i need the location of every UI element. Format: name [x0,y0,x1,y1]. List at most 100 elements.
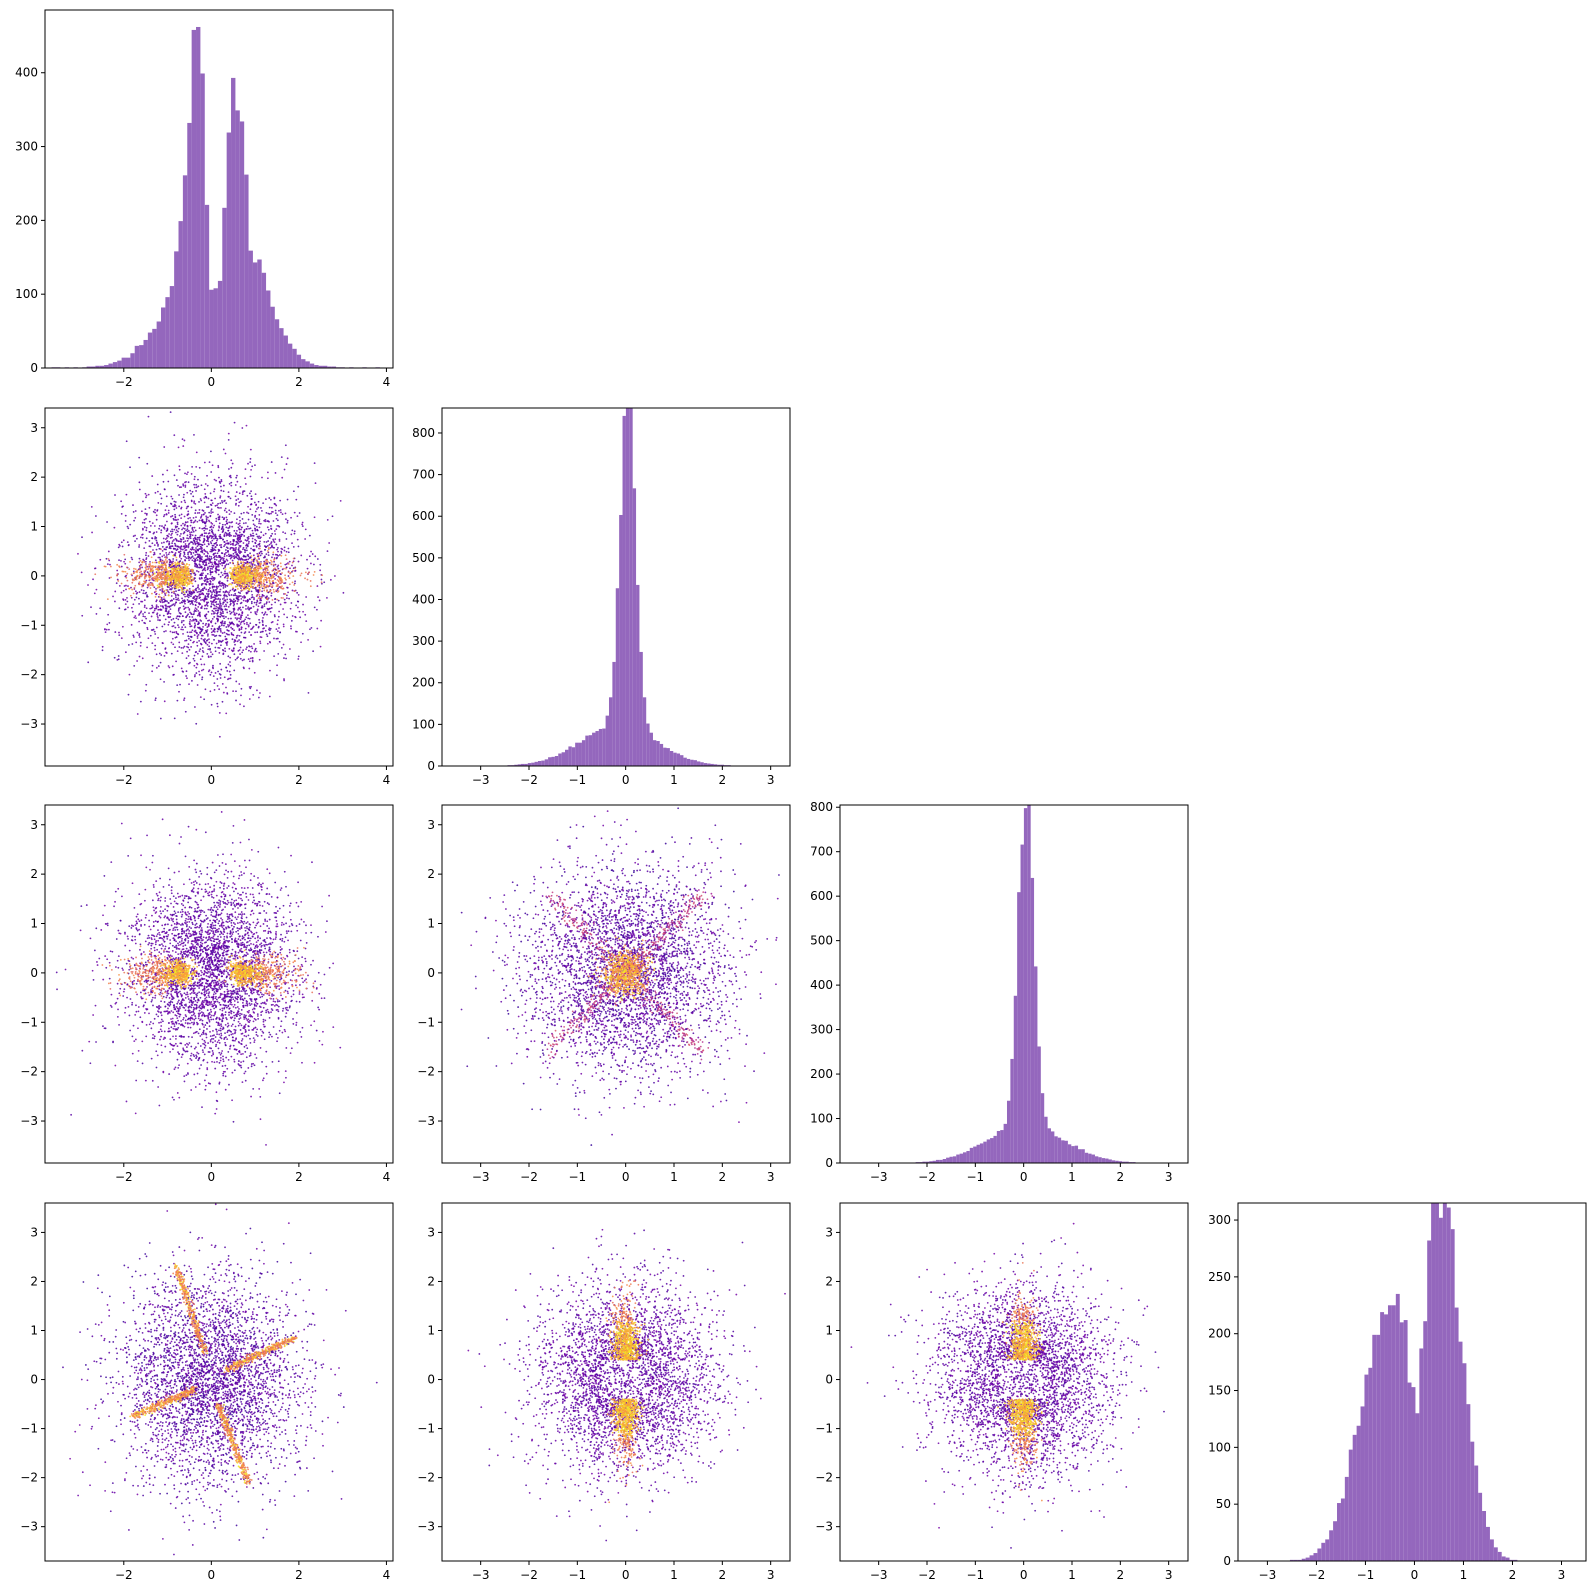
scatter-point [203,535,206,537]
histogram-bar [235,110,240,368]
scatter-point [319,569,322,572]
scatter-point [149,524,152,527]
scatter-point [183,608,186,611]
scatter-point [217,573,220,576]
scatter-point [277,524,280,527]
scatter-point [283,613,286,616]
scatter-point [163,513,166,516]
scatter-point [290,627,292,630]
scatter-point [218,525,220,528]
scatter-point [120,637,123,640]
scatter-point [215,566,218,569]
scatter-point [213,578,216,581]
scatter-point [277,599,280,602]
scatter-point [222,601,225,604]
scatter-point [200,546,203,549]
scatter-point [196,595,198,598]
scatter-point [191,490,194,493]
scatter-point [201,678,203,681]
scatter-point [183,592,186,594]
scatter-point [171,637,174,640]
scatter-point [203,537,206,540]
scatter-point [178,486,181,489]
scatter-point [158,652,161,655]
scatter-point [167,623,170,626]
scatter-point [261,611,264,614]
scatter-point [163,527,166,530]
scatter-point [198,511,201,514]
scatter-point [248,686,251,688]
scatter-point [263,519,266,522]
scatter-point [160,596,163,599]
scatter-point [178,514,181,517]
scatter-point [153,544,156,547]
scatter-point [235,502,237,505]
scatter-point [295,498,298,501]
scatter-point [225,666,228,669]
scatter-point [209,567,212,570]
scatter-point [249,634,252,636]
scatter-point [259,540,261,543]
scatter-point [307,572,309,575]
scatter-point [245,565,248,568]
scatter-point [284,532,287,535]
scatter-point [211,531,214,534]
scatter-point [265,561,268,563]
scatter-point [241,651,244,654]
scatter-point [234,640,237,642]
scatter-point [132,535,135,538]
x-tick-label: 0 [1020,1170,1028,1184]
scatter-point [168,547,171,550]
scatter-point [267,591,270,594]
scatter-point [199,593,202,596]
scatter-point [312,650,315,653]
scatter-point [257,556,260,559]
scatter-point [232,586,234,589]
histogram-bar [554,756,559,766]
scatter-point [310,562,312,565]
scatter-point [201,527,204,530]
scatter-point [136,631,139,634]
scatter-point [237,498,240,500]
scatter-point [116,578,119,581]
histogram-bar [527,763,532,766]
scatter-point [274,578,277,580]
scatter-point [209,583,212,585]
scatter-point [237,534,240,537]
scatter-point [207,542,210,545]
scatter-point [228,526,231,529]
scatter-point [167,535,170,538]
y-tick-label: 0 [427,759,435,773]
scatter-point [173,503,176,506]
scatter-point [232,690,235,693]
scatter-point [205,642,207,645]
scatter-point [236,624,239,627]
histogram-bar [1074,1145,1079,1163]
scatter-point [159,608,162,611]
scatter-point [182,605,185,608]
scatter-point [203,639,206,642]
scatter-point [138,456,141,459]
scatter-point [276,524,279,527]
scatter-point [275,528,278,531]
scatter-point [216,539,218,542]
scatter-point [125,566,128,569]
scatter-point [201,676,204,679]
scatter-point [284,653,287,656]
scatter-point [268,628,270,631]
scatter-point [250,645,253,648]
scatter-point [200,599,202,601]
scatter-point [214,535,217,537]
scatter-point [270,594,273,597]
scatter-point [198,639,201,642]
scatter-point [206,551,209,554]
histogram-bar [939,1159,943,1163]
histogram-bar [1309,1555,1314,1561]
scatter-point [134,517,137,519]
scatter-point [124,575,127,578]
scatter-point [216,587,218,590]
scatter-point [173,528,176,531]
scatter-point [214,570,217,573]
scatter-point [251,581,253,584]
scatter-point [196,520,199,523]
